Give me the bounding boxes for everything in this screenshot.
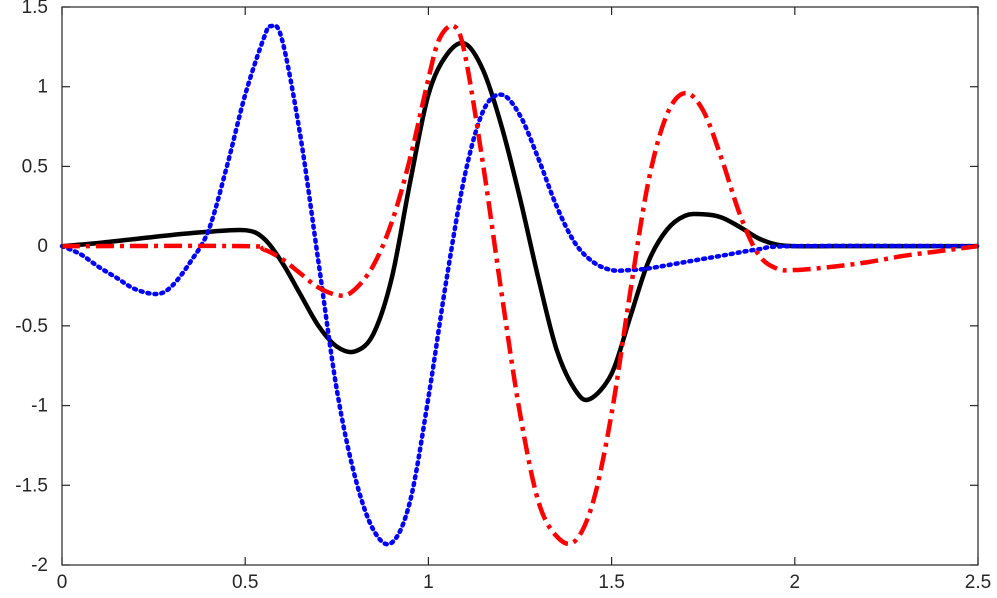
y-tick-label: -2 — [31, 555, 48, 576]
y-tick-label: 1.5 — [22, 0, 48, 18]
series-line-solid-black — [61, 40, 978, 403]
y-tick-label: 1 — [37, 77, 48, 98]
x-tick-label: 0.5 — [232, 572, 258, 593]
series-line-dashdot-red — [61, 23, 979, 547]
axes-frame — [61, 6, 979, 566]
x-tick-label: 0 — [57, 572, 68, 593]
y-tick-label: -1 — [31, 396, 48, 417]
y-tick-label: 0.5 — [22, 156, 48, 177]
y-tick-label: -1.5 — [15, 475, 48, 496]
x-tick-label: 1 — [423, 572, 434, 593]
x-tick-label: 2.5 — [965, 572, 991, 593]
tick-layer: 0 0.5 1 1.5 2 2.5 -2 -1.5 -1 -0.5 0 0.5 1 1.5 — [15, 0, 991, 593]
y-tick-label: -0.5 — [15, 316, 48, 337]
series-layer — [59, 23, 981, 547]
series-line-dotted-blue — [59, 23, 981, 547]
y-tick-label: 0 — [37, 236, 48, 257]
x-tick-label: 1.5 — [598, 572, 624, 593]
x-tick-label: 2 — [790, 572, 801, 593]
